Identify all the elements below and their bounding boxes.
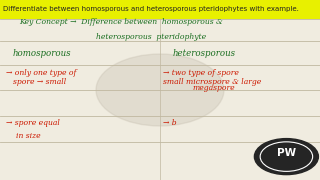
- Text: heterosporous  pteridophyte: heterosporous pteridophyte: [96, 33, 206, 41]
- Text: heterosporous: heterosporous: [173, 49, 236, 58]
- Text: in size: in size: [16, 132, 41, 140]
- Text: → b: → b: [163, 119, 177, 127]
- Text: → only one type of: → only one type of: [6, 69, 77, 77]
- Text: → spore equal: → spore equal: [6, 119, 60, 127]
- Circle shape: [96, 54, 224, 126]
- Text: homosporous: homosporous: [13, 49, 71, 58]
- Text: megaspore: megaspore: [192, 84, 235, 92]
- Text: spore → small: spore → small: [13, 78, 66, 86]
- FancyBboxPatch shape: [0, 0, 320, 19]
- Text: Differentiate between homosporous and heterosporous pteridophytes with example.: Differentiate between homosporous and he…: [3, 6, 299, 12]
- Text: Key Concept →  Difference between  homosporous &: Key Concept → Difference between homospo…: [19, 18, 223, 26]
- Text: → two type of spore: → two type of spore: [163, 69, 239, 77]
- Circle shape: [254, 139, 318, 175]
- Text: PW: PW: [277, 148, 296, 158]
- Text: small microspore & large: small microspore & large: [163, 78, 261, 86]
